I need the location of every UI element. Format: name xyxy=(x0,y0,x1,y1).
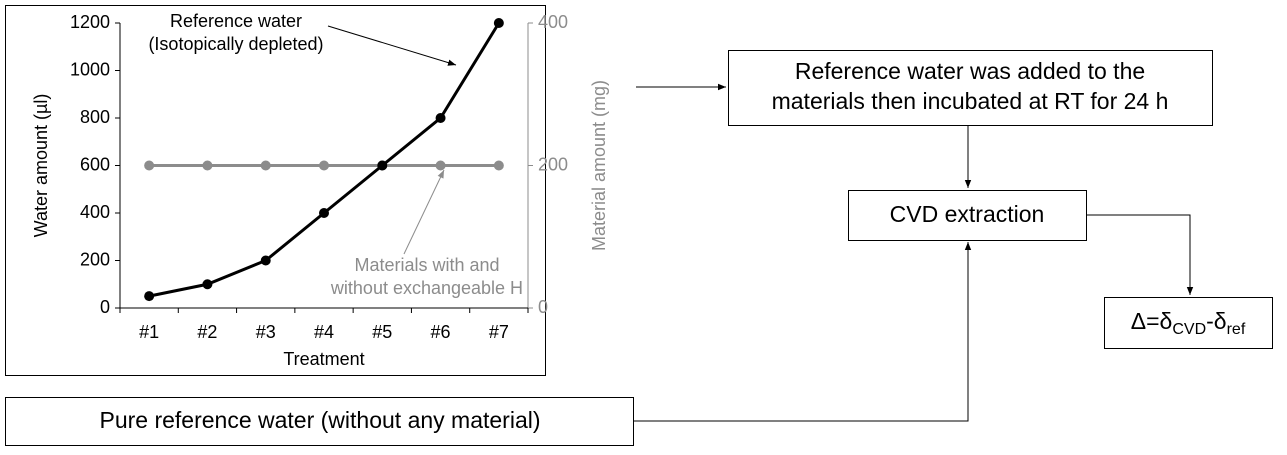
data-point xyxy=(260,255,271,266)
data-point xyxy=(435,113,446,123)
x-axis-title: Treatment xyxy=(283,349,364,369)
annotation: Materials with and xyxy=(354,255,499,275)
annotation-arrow xyxy=(403,169,445,255)
node-text: CVD extraction xyxy=(890,201,1045,227)
formula-part: Δ=δ xyxy=(1131,308,1173,334)
y-tick-label: 0 xyxy=(100,297,110,317)
x-tick-label: #3 xyxy=(256,322,276,342)
data-point xyxy=(202,279,213,290)
y-tick-label: 800 xyxy=(80,107,110,127)
data-point xyxy=(493,18,504,28)
y2-tick-label: 400 xyxy=(538,12,568,32)
data-point xyxy=(435,160,446,171)
chart: 0 200 400 600 800 1000 1200 0 200 400 #1 #2 #3 #4 #5 #6… xyxy=(31,11,609,369)
node-box xyxy=(848,190,1087,241)
arrow xyxy=(1087,214,1194,295)
data-point xyxy=(319,160,329,171)
y-tick-label: 1200 xyxy=(70,12,110,32)
annotation-arrow xyxy=(327,25,457,66)
annotation: (Isotopically depleted) xyxy=(148,34,323,54)
y-tick-label: 200 xyxy=(80,249,110,269)
y2-tick-label: 200 xyxy=(538,154,568,174)
x-tick-label: #6 xyxy=(431,322,451,342)
formula-sub: CVD xyxy=(1172,321,1206,338)
arrow xyxy=(634,242,972,422)
node-text: Δ=δCVD-δref xyxy=(1131,308,1246,338)
y2-tick-label: 0 xyxy=(538,297,548,317)
data-point xyxy=(377,160,388,171)
y-tick-label: 1000 xyxy=(70,59,110,79)
y2-axis-title: Material amount (mg) xyxy=(589,80,609,251)
x-tick-label: #5 xyxy=(372,322,392,342)
y-axis-title: Water amount (µl) xyxy=(31,94,51,238)
node-text: materials then incubated at RT for 24 h xyxy=(772,88,1169,114)
data-point xyxy=(144,160,155,171)
data-point xyxy=(144,291,155,302)
data-point xyxy=(319,208,329,218)
node-box xyxy=(728,50,1213,126)
y-tick-label: 600 xyxy=(80,154,110,174)
node-text: Reference water was added to the xyxy=(795,58,1145,84)
data-point xyxy=(202,160,213,171)
annotation: Reference water xyxy=(170,11,302,31)
y-tick-label: 400 xyxy=(80,202,110,222)
x-tick-label: #2 xyxy=(197,322,217,342)
x-tick-label: #7 xyxy=(489,322,509,342)
data-point xyxy=(493,160,504,171)
formula-part: -δ xyxy=(1206,308,1226,334)
data-point xyxy=(260,160,271,171)
formula-sub: ref xyxy=(1227,321,1246,338)
chart-frame xyxy=(5,5,546,376)
annotation: without exchangeable H xyxy=(330,278,523,298)
node-text: Pure reference water (without any materi… xyxy=(99,407,540,433)
node-box xyxy=(1104,297,1273,349)
x-tick-label: #1 xyxy=(139,322,159,342)
x-tick-label: #4 xyxy=(314,322,334,342)
node-box xyxy=(5,397,634,446)
